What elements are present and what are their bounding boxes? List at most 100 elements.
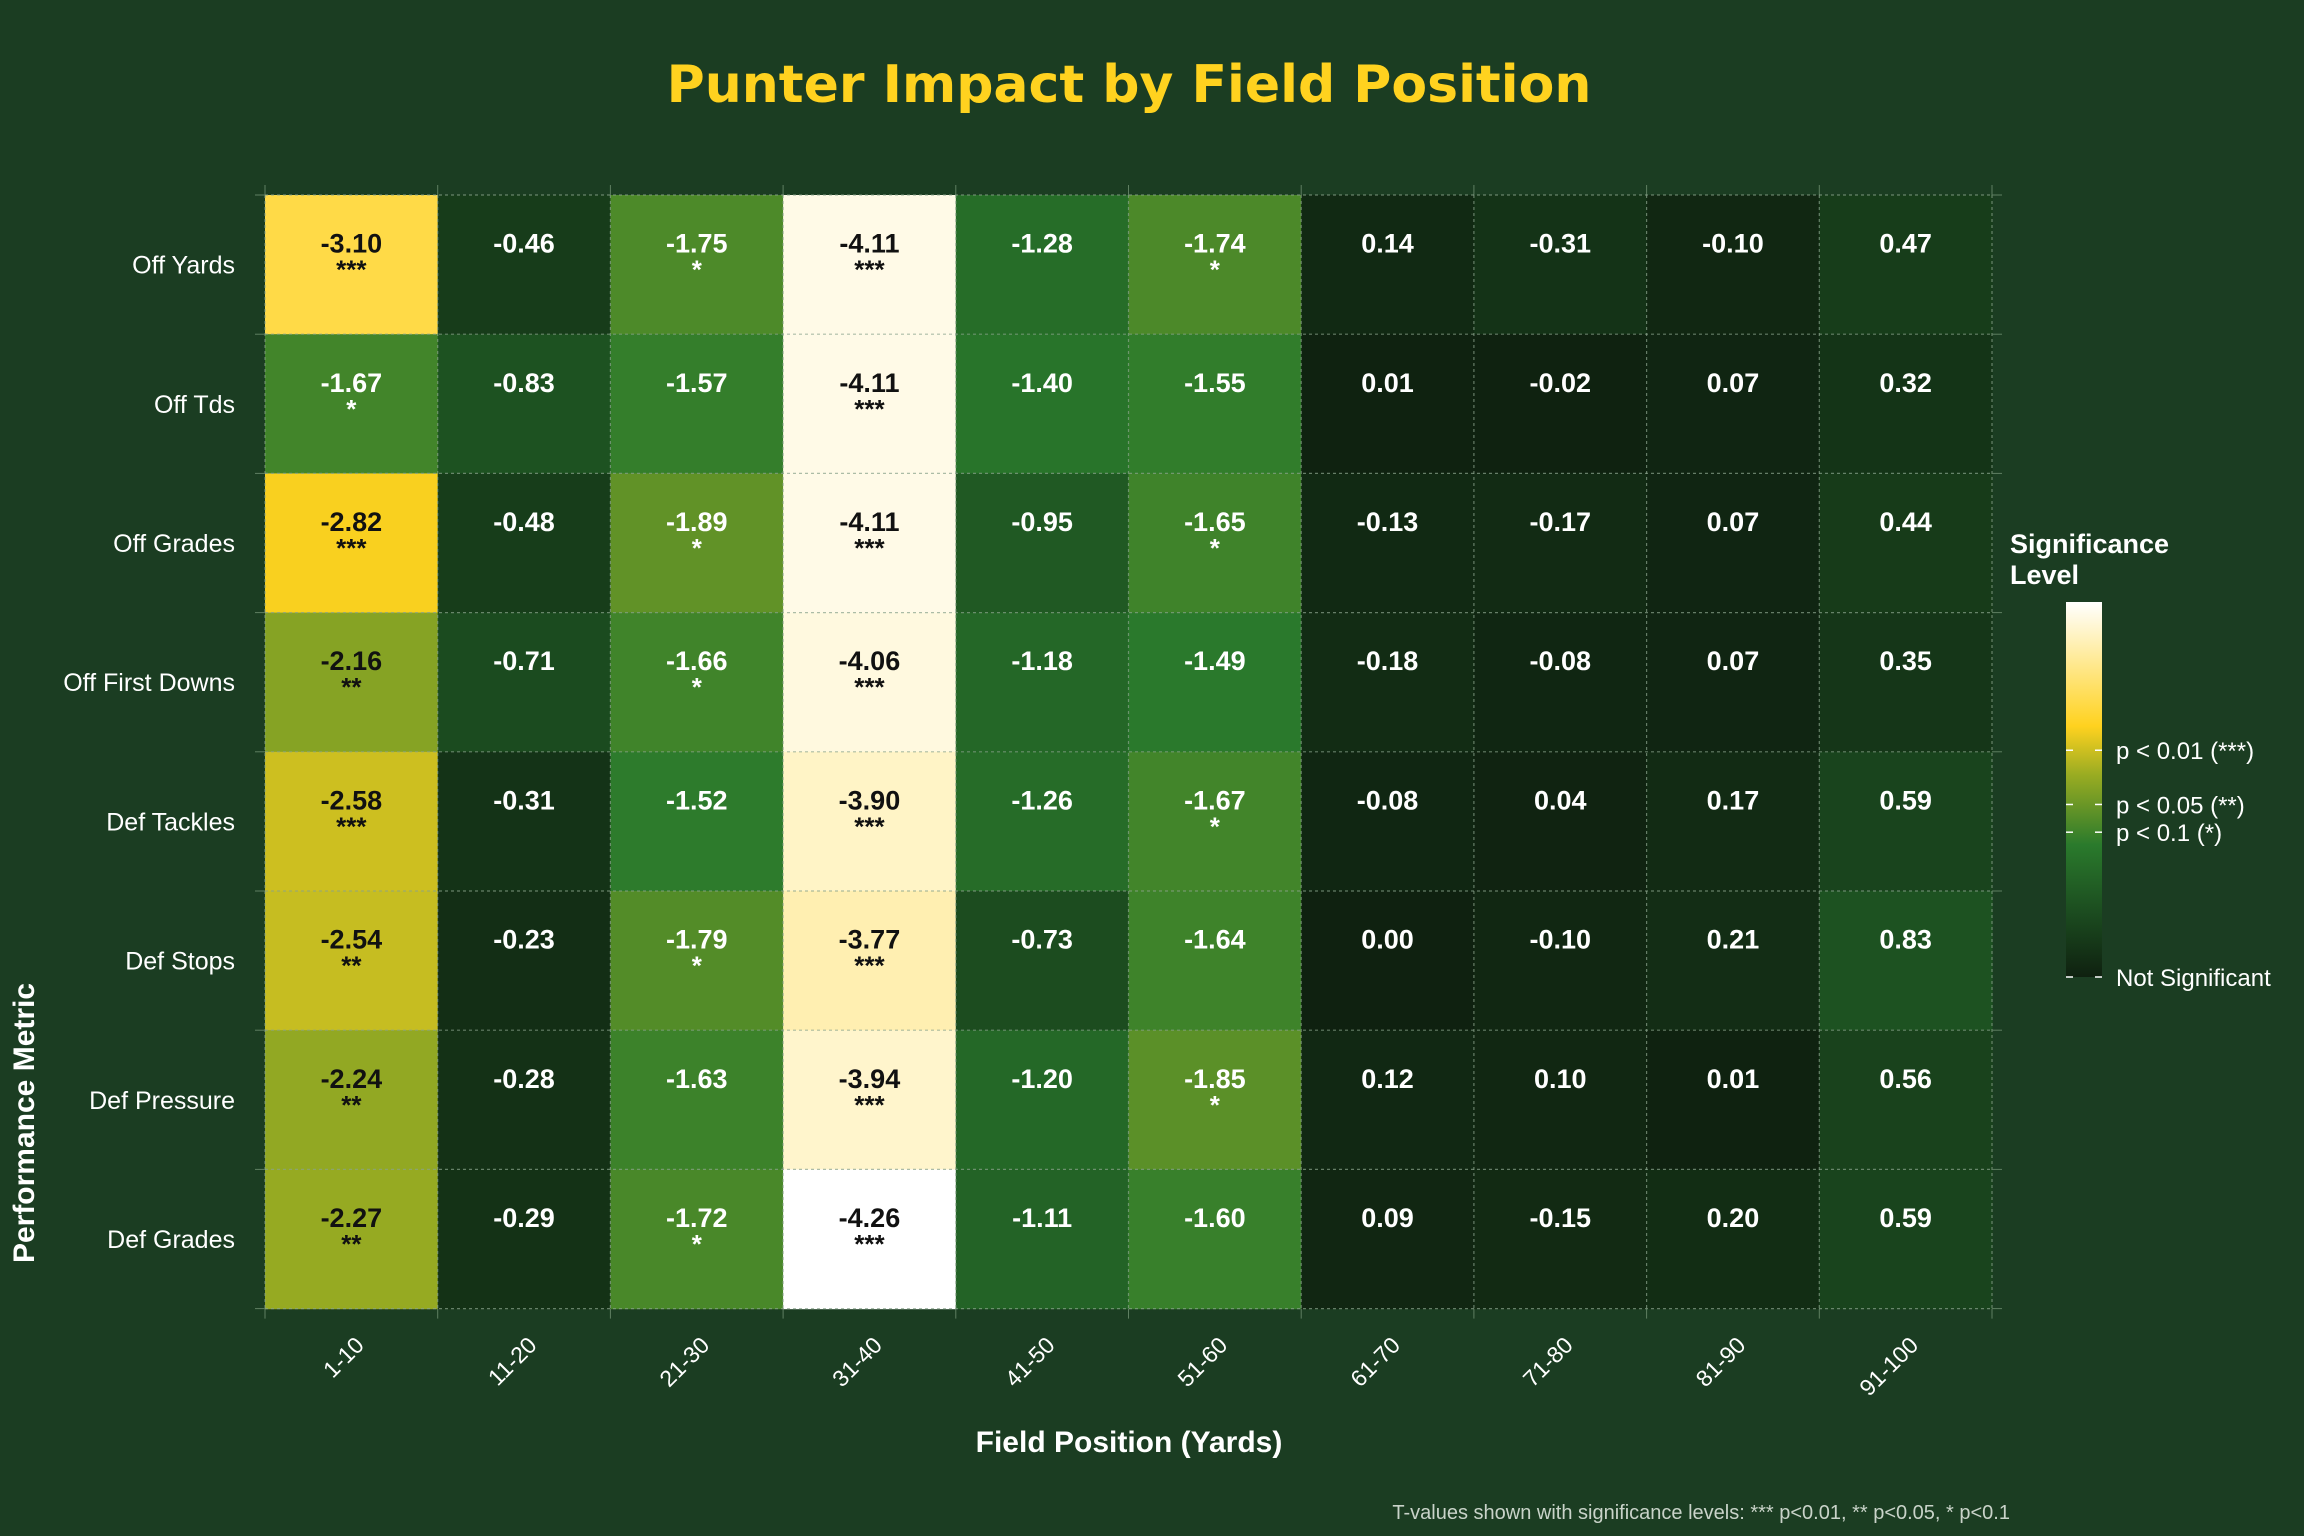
cell-significance-label: *** (854, 811, 885, 841)
cell-value-label: -1.63 (666, 1064, 728, 1094)
heatmap-cell (955, 751, 1130, 892)
cell-significance-label: * (692, 672, 703, 702)
cell-value-label: -0.46 (493, 229, 555, 259)
x-tick-label: 41-50 (1000, 1332, 1060, 1392)
x-tick-label: 51-60 (1172, 1332, 1232, 1392)
heatmap-cell (1128, 891, 1302, 1031)
cell-value-label: -0.29 (493, 1203, 555, 1233)
y-tick-label: Def Tackles (106, 808, 235, 836)
cell-value-label: 0.04 (1534, 785, 1587, 815)
cell-value-label: -1.11 (1012, 1203, 1072, 1233)
heatmap-cell (1819, 1169, 1993, 1310)
cell-value-label: 0.10 (1534, 1064, 1587, 1094)
cell-value-label: -3.10 (321, 229, 383, 259)
cell-value-label: 0.01 (1707, 1064, 1760, 1094)
heatmap-cell (1646, 751, 1820, 892)
heatmap-cell (783, 1169, 957, 1310)
x-tick-label: 11-20 (483, 1332, 542, 1391)
cell-value-label: -0.08 (1529, 646, 1591, 676)
cell-significance-label: *** (336, 255, 367, 285)
cell-significance-label: * (692, 533, 703, 563)
cell-value-label: -1.26 (1011, 785, 1073, 815)
y-tick-label: Def Pressure (89, 1087, 235, 1115)
y-axis-title: Performance Metric (8, 983, 41, 1263)
cell-value-label: 0.59 (1879, 1203, 1932, 1233)
heatmap-cell (610, 195, 784, 335)
cell-significance-label: *** (854, 1090, 885, 1120)
cell-significance-label: ** (341, 1229, 362, 1259)
heatmap-cell (1646, 891, 1820, 1031)
cell-value-label: 0.20 (1707, 1203, 1760, 1233)
caption: T-values shown with significance levels:… (1392, 1502, 2010, 1524)
y-tick-label: Off Yards (132, 252, 235, 280)
cell-significance-label: *** (336, 533, 367, 563)
cell-value-label: -2.82 (321, 507, 383, 537)
cell-value-label: -1.89 (666, 507, 728, 537)
cell-value-label: -0.31 (493, 785, 555, 815)
cell-value-label: 0.32 (1879, 368, 1932, 398)
y-tick-label: Off Grades (113, 530, 235, 558)
heatmap-cell (1128, 334, 1302, 474)
grid-lines (255, 185, 2002, 1319)
heatmap-cell (1301, 891, 1475, 1031)
cell-value-label: -1.75 (666, 229, 728, 259)
cell-value-label: -0.13 (1357, 507, 1419, 537)
cell-value-label: -4.26 (839, 1203, 901, 1233)
x-tick-labels: 1-10 11-20 21-30 31-40 41-50 51-60 61-70 71-80 8… (318, 1332, 1923, 1401)
x-tick-label: 31-40 (827, 1332, 887, 1392)
cell-significance-label: * (1210, 811, 1221, 841)
heatmap-cell (1128, 1169, 1302, 1310)
cell-value-label: -1.72 (666, 1203, 728, 1233)
heatmap-cell (437, 473, 611, 614)
cell-value-label: -0.83 (493, 368, 555, 398)
heatmap-cell (265, 195, 439, 335)
cell-value-label: -3.94 (839, 1064, 901, 1094)
heatmap-cell (1301, 751, 1475, 892)
cell-value-label: 0.83 (1879, 925, 1932, 955)
heatmap-cell (610, 1030, 784, 1170)
cell-value-label: 0.47 (1879, 229, 1932, 259)
y-tick-label: Off First Downs (63, 669, 235, 697)
cell-value-label: -1.20 (1011, 1064, 1073, 1094)
cell-value-label: -4.06 (839, 646, 901, 676)
heatmap-cell (1819, 334, 1993, 474)
cell-value-label: -0.10 (1529, 925, 1591, 955)
cell-value-label: -1.79 (666, 925, 728, 955)
heatmap-cell (1646, 473, 1820, 614)
cell-value-label: -0.48 (493, 507, 555, 537)
heatmap-cell (1301, 1169, 1475, 1310)
cell-value-label: -0.95 (1011, 507, 1073, 537)
heatmap-cell (265, 612, 439, 753)
cell-value-label: -0.17 (1529, 507, 1591, 537)
heatmap-cell (1646, 1030, 1820, 1170)
legend-title-line1: Significance (2010, 529, 2169, 559)
legend-label: p < 0.01 (***) (2116, 738, 2254, 765)
cell-labels: -3.10***-0.46 -1.75*-4.11***-1.28 -1.74*0.… (321, 229, 1932, 1259)
x-tick-label: 71-80 (1518, 1332, 1578, 1392)
cell-value-label: 0.07 (1707, 368, 1760, 398)
x-tick-label: 61-70 (1345, 1332, 1405, 1392)
cell-value-label: -0.28 (493, 1064, 555, 1094)
heatmap-cell (783, 1030, 957, 1170)
cell-value-label: -1.55 (1184, 368, 1246, 398)
legend-colorbar (2066, 602, 2102, 977)
heatmap-cell (1473, 334, 1648, 474)
heatmap-cell (1301, 1030, 1475, 1170)
cell-significance-label: *** (854, 951, 885, 981)
cell-value-label: -0.10 (1702, 229, 1764, 259)
cell-value-label: -1.65 (1184, 507, 1246, 537)
heatmap-cell (265, 891, 439, 1031)
heatmap-cell (1646, 1169, 1820, 1310)
heatmap-cell (1819, 891, 1993, 1031)
heatmap-cell (1646, 195, 1820, 335)
heatmap-cell (1128, 612, 1302, 753)
heatmap-cells (265, 195, 1993, 1310)
x-tick-label: 81-90 (1691, 1332, 1751, 1392)
heatmap-cell (955, 891, 1130, 1031)
heatmap-cell (1473, 612, 1648, 753)
cell-significance-label: * (346, 394, 357, 424)
cell-value-label: -1.49 (1184, 646, 1246, 676)
cell-value-label: -1.67 (1184, 785, 1246, 815)
cell-value-label: 0.07 (1707, 507, 1760, 537)
cell-significance-label: *** (854, 1229, 885, 1259)
